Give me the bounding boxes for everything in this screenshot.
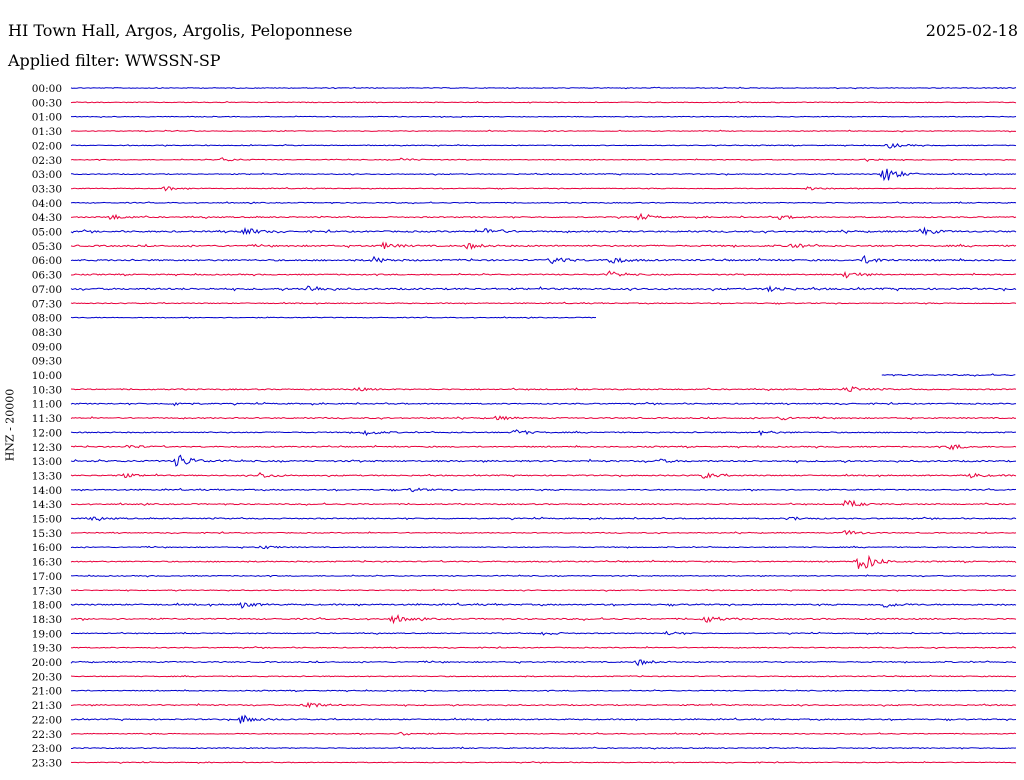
row-label: 08:30	[32, 327, 62, 339]
row-label: 13:00	[32, 456, 62, 468]
row-label: 22:30	[32, 729, 62, 741]
row-label: 17:30	[32, 585, 62, 597]
trace-line	[70, 201, 1017, 205]
trace-line	[881, 373, 1016, 377]
row-label: 12:00	[32, 427, 62, 439]
row-label: 21:30	[32, 700, 62, 712]
trace-line	[70, 674, 1017, 678]
trace-line	[70, 487, 1017, 493]
row-label: 13:30	[32, 470, 62, 482]
row-label: 21:00	[32, 686, 62, 698]
row-label: 10:30	[32, 384, 62, 396]
row-label: 15:30	[32, 528, 62, 540]
trace-line	[70, 316, 597, 319]
trace-line	[70, 301, 1017, 305]
trace-line	[70, 646, 1017, 650]
row-label: 23:30	[32, 757, 62, 769]
trace-line	[70, 226, 1017, 236]
trace-line	[70, 86, 1017, 90]
row-label: 02:30	[32, 155, 62, 167]
trace-line	[70, 545, 1017, 550]
row-label: 09:30	[32, 356, 62, 368]
row-label: 20:30	[32, 671, 62, 683]
trace-line	[70, 574, 1017, 578]
trace-line	[70, 212, 1017, 221]
row-label: 10:00	[32, 370, 62, 382]
filter-label: Applied filter: WWSSN-SP	[8, 51, 221, 70]
row-label: 16:30	[32, 557, 62, 569]
trace-line	[70, 401, 1017, 407]
trace-line	[70, 499, 1017, 508]
row-label: 18:00	[32, 600, 62, 612]
trace-line	[70, 714, 1017, 724]
trace-line	[70, 142, 1017, 149]
trace-line	[70, 429, 1017, 437]
trace-line	[70, 614, 1017, 625]
trace-line	[70, 129, 1017, 133]
trace-line	[70, 386, 1017, 392]
row-label: 12:30	[32, 442, 62, 454]
trace-line	[70, 444, 1017, 451]
row-label: 04:30	[32, 212, 62, 224]
trace-line	[70, 454, 1017, 467]
trace-line	[70, 630, 1017, 636]
trace-line	[70, 689, 1017, 693]
row-label: 05:00	[32, 227, 62, 239]
row-label: 03:30	[32, 183, 62, 195]
trace-line	[70, 554, 1017, 569]
trace-line	[70, 746, 1017, 750]
trace-line	[70, 731, 1017, 736]
trace-line	[70, 588, 1017, 592]
row-label: 11:00	[32, 399, 62, 411]
row-label: 04:00	[32, 198, 62, 210]
station-title: HI Town Hall, Argos, Argolis, Peloponnes…	[8, 21, 353, 40]
row-label: 07:00	[32, 284, 62, 296]
row-label: 00:30	[32, 97, 62, 109]
row-label: 06:00	[32, 255, 62, 267]
trace-line	[70, 472, 1017, 479]
row-label: 14:00	[32, 485, 62, 497]
row-label: 01:30	[32, 126, 62, 138]
trace-line	[70, 529, 1017, 536]
trace-line	[70, 241, 1017, 250]
row-label: 14:30	[32, 499, 62, 511]
row-label: 23:00	[32, 743, 62, 755]
trace-line	[70, 415, 1017, 421]
trace-line	[70, 168, 1017, 182]
row-label: 20:00	[32, 657, 62, 669]
row-label: 19:30	[32, 643, 62, 655]
row-label: 09:00	[32, 341, 62, 353]
row-label: 02:00	[32, 140, 62, 152]
row-label: 18:30	[32, 614, 62, 626]
row-label: 11:30	[32, 413, 62, 425]
row-label: 22:00	[32, 714, 62, 726]
row-label: 16:00	[32, 542, 62, 554]
row-label: 19:00	[32, 628, 62, 640]
trace-line	[70, 285, 1017, 293]
trace-line	[70, 701, 1017, 709]
row-label: 06:30	[32, 270, 62, 282]
row-label: 03:00	[32, 169, 62, 181]
trace-line	[70, 186, 1017, 192]
trace-line	[70, 659, 1017, 667]
date-label: 2025-02-18	[925, 21, 1018, 40]
row-label: 17:00	[32, 571, 62, 583]
trace-line	[70, 516, 1017, 522]
row-label: 15:00	[32, 514, 62, 526]
trace-line	[70, 602, 1017, 609]
row-label: 07:30	[32, 298, 62, 310]
row-label: 01:00	[32, 112, 62, 124]
trace-line	[70, 254, 1017, 265]
trace-line	[71, 115, 1017, 118]
trace-line	[70, 761, 1017, 764]
trace-line	[70, 270, 1017, 279]
trace-line	[70, 157, 1017, 162]
row-label: 05:30	[32, 241, 62, 253]
trace-line	[70, 100, 1017, 104]
row-label: 08:00	[32, 313, 62, 325]
row-label: 00:00	[32, 83, 62, 95]
